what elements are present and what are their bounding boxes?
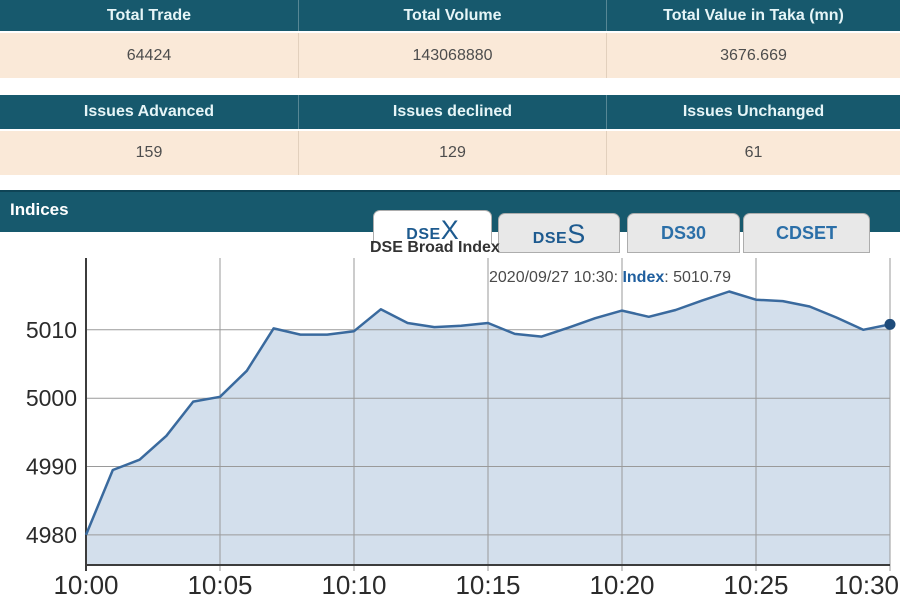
tab-cdset[interactable]: CDSET [743, 213, 870, 253]
value-total-trade: 64424 [0, 33, 299, 78]
svg-text:5010: 5010 [26, 317, 77, 343]
table-header-row: Total Trade Total Volume Total Value in … [0, 0, 900, 31]
header-total-value: Total Value in Taka (mn) [607, 0, 900, 31]
indices-section-title: Indices [10, 200, 69, 219]
svg-text:10:00: 10:00 [53, 570, 118, 600]
table-value-row: 64424 143068880 3676.669 [0, 33, 900, 78]
svg-text:10:25: 10:25 [723, 570, 788, 600]
value-issues-declined: 129 [299, 131, 607, 175]
tab-dsex-label-small: DSE [406, 226, 441, 243]
table-value-row: 159 129 61 [0, 131, 900, 175]
svg-text:10:20: 10:20 [589, 570, 654, 600]
tab-ds30[interactable]: DS30 [627, 213, 740, 253]
tab-dses-label-big: S [567, 219, 586, 249]
header-issues-unchanged: Issues Unchanged [607, 95, 900, 129]
chart-title: DSE Broad Index [370, 239, 500, 256]
svg-text:10:05: 10:05 [187, 570, 252, 600]
summary-table-issues: Issues Advanced Issues declined Issues U… [0, 95, 900, 175]
tab-ds30-label: DS30 [660, 222, 707, 243]
svg-text:4980: 4980 [26, 522, 77, 548]
tab-dses[interactable]: DSE S [498, 213, 620, 253]
summary-table-trade: Total Trade Total Volume Total Value in … [0, 0, 900, 78]
header-total-trade: Total Trade [0, 0, 299, 31]
table-header-row: Issues Advanced Issues declined Issues U… [0, 95, 900, 129]
svg-text:5000: 5000 [26, 385, 77, 411]
svg-text:10:30: 10:30 [834, 570, 899, 600]
value-total-value: 3676.669 [607, 33, 900, 78]
tab-dsex-label-big: X [440, 215, 459, 245]
svg-text:4990: 4990 [26, 454, 77, 480]
header-issues-declined: Issues declined [299, 95, 607, 129]
value-total-volume: 143068880 [299, 33, 607, 78]
tab-dsex[interactable]: DSE X [373, 210, 492, 244]
value-issues-unchanged: 61 [607, 131, 900, 175]
svg-text:10:10: 10:10 [321, 570, 386, 600]
header-issues-advanced: Issues Advanced [0, 95, 299, 129]
svg-text:2020/09/27 10:30: Index: 5010.: 2020/09/27 10:30: Index: 5010.79 [489, 269, 731, 286]
value-issues-advanced: 159 [0, 131, 299, 175]
tab-cdset-label: CDSET [775, 222, 837, 243]
tab-dses-label-small: DSE [532, 230, 568, 247]
svg-text:10:15: 10:15 [455, 570, 520, 600]
header-total-volume: Total Volume [299, 0, 607, 31]
